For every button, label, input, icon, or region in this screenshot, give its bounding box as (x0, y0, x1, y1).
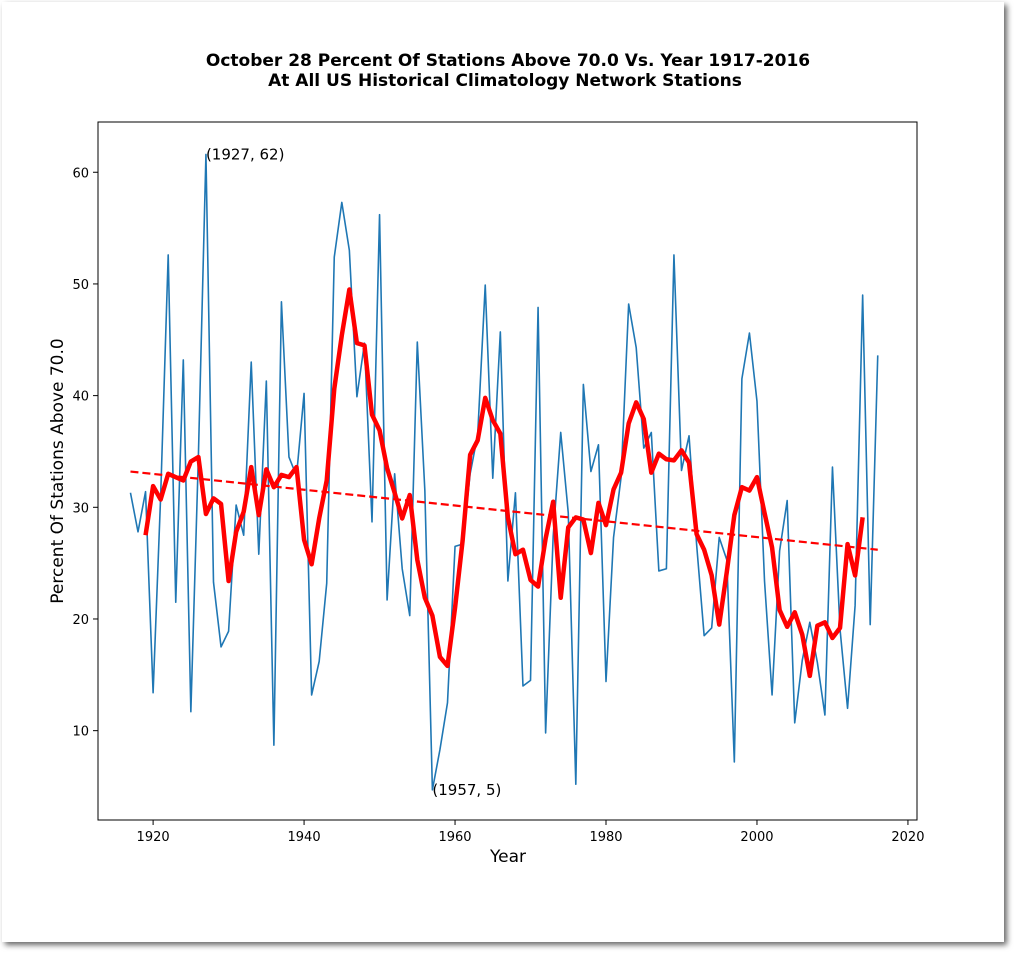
y-tick-label: 30 (72, 501, 89, 516)
series-line (130, 470, 878, 551)
x-tick-label: 1920 (137, 830, 170, 845)
plot-frame (97, 121, 918, 821)
chart-title: October 28 Percent Of Stations Above 70.… (206, 51, 810, 71)
chart-title: At All US Historical Climatology Network… (268, 71, 742, 91)
x-tick-label: 1980 (589, 830, 622, 845)
x-tick-label: 2000 (740, 830, 773, 845)
annotation: (1927, 62) (206, 145, 285, 163)
y-tick-label: 10 (72, 725, 89, 740)
y-tick-label: 40 (72, 390, 89, 405)
x-tick-label: 2020 (891, 830, 924, 845)
x-tick-label: 1960 (438, 830, 471, 845)
annotation: (1957, 5) (432, 781, 501, 799)
series-line (143, 287, 865, 679)
x-tick-label: 1940 (288, 830, 321, 845)
x-axis-label: Year (489, 847, 526, 867)
y-tick-label: 50 (72, 278, 89, 293)
y-tick-label: 60 (72, 166, 89, 181)
y-axis-label: Percent Of Stations Above 70.0 (48, 338, 68, 603)
y-tick-label: 20 (72, 613, 89, 628)
